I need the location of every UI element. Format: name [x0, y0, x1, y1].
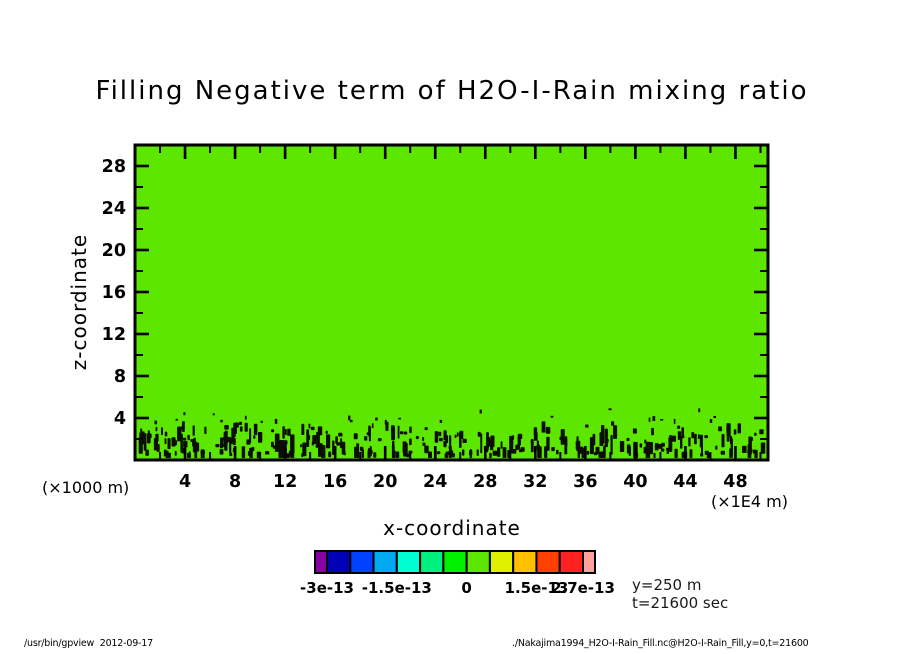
x-tick-label: 20	[373, 472, 397, 492]
y-tick-label: 28	[102, 157, 126, 177]
y-tick-label: 4	[114, 409, 126, 429]
colorbar-cell	[442, 550, 468, 574]
colorbar-cell	[582, 550, 596, 574]
colorbar-cell	[512, 550, 538, 574]
colorbar-cell	[349, 550, 375, 574]
annotation-time: t=21600 sec	[632, 594, 729, 612]
field-fill	[135, 145, 768, 460]
colorbar-tick-label: 1.5e-13	[505, 579, 569, 597]
plot-frame	[133, 143, 770, 462]
y-tick-label: 16	[102, 283, 126, 303]
x-tick-label: 40	[623, 472, 647, 492]
x-axis-label: x-coordinate	[383, 516, 521, 540]
colorbar-tick-label: -3e-13	[300, 579, 354, 597]
y-tick-label: 12	[102, 325, 126, 345]
footer-command: /usr/bin/gpview 2012-09-17	[24, 638, 153, 649]
colorbar-tick-label: 2.7e-13	[551, 579, 615, 597]
x-tick-label: 44	[673, 472, 697, 492]
x-tick-label: 24	[423, 472, 447, 492]
x-axis-unit-note: (×1E4 m)	[710, 492, 788, 511]
annotation-y-slice: y=250 m	[632, 576, 702, 594]
colorbar-tick-label: -1.5e-13	[362, 579, 432, 597]
colorbar-cell	[558, 550, 585, 574]
colorbar-cell	[326, 550, 352, 574]
axis-ticks	[136, 146, 767, 459]
colorbar-cell	[395, 550, 422, 574]
colorbar: -3e-13 -1.5e-13 0 1.5e-132.7e-13	[300, 550, 615, 597]
x-tick-label: 28	[473, 472, 497, 492]
x-tick-label: 16	[323, 472, 347, 492]
colorbar-cell	[535, 550, 561, 574]
x-tick-label: 8	[229, 472, 241, 492]
colorbar-cell	[488, 550, 515, 574]
y-axis-label: z-coordinate	[67, 233, 91, 371]
colorbar-tick-label: 0	[461, 579, 471, 597]
y-tick-label: 24	[102, 199, 126, 219]
x-tick-label: 12	[273, 472, 297, 492]
colorbar-cell	[419, 550, 445, 574]
y-axis-unit-note: (×1000 m)	[42, 478, 130, 497]
colorbar-cell	[372, 550, 398, 574]
y-tick-label: 8	[114, 367, 126, 387]
y-tick-label: 20	[102, 241, 126, 261]
colorbar-cell	[314, 550, 328, 574]
footer-file-path: ./Nakajima1994_H2O-I-Rain_Fill.nc@H2O-I-…	[512, 638, 809, 649]
x-tick-label: 48	[723, 472, 747, 492]
x-tick-label: 4	[179, 472, 191, 492]
colorbar-cell	[465, 550, 491, 574]
x-tick-label: 32	[523, 472, 547, 492]
plot-title: Filling Negative term of H2O-I-Rain mixi…	[95, 76, 809, 106]
x-tick-label: 36	[573, 472, 597, 492]
